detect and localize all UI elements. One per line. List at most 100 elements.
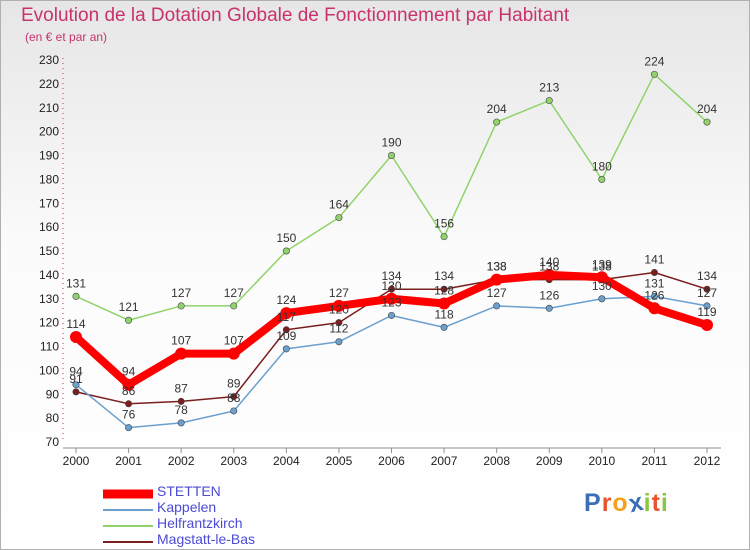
data-label-helfrantzkirch: 127 xyxy=(171,286,191,300)
data-point-kappelen xyxy=(230,407,238,415)
x-tick-label: 2010 xyxy=(588,454,615,468)
y-tick-label: 130 xyxy=(39,292,59,306)
data-label-kappelen: 123 xyxy=(381,295,401,309)
y-tick-label: 120 xyxy=(39,316,59,330)
data-point-magstatt-le-bas xyxy=(650,268,658,276)
data-point-kappelen xyxy=(335,338,343,346)
data-label-stetten: 114 xyxy=(66,317,85,331)
legend-swatch-stetten xyxy=(103,489,153,499)
data-label-magstatt-le-bas: 87 xyxy=(174,381,188,395)
data-label-magstatt-le-bas: 117 xyxy=(277,310,296,324)
data-point-stetten xyxy=(332,299,345,312)
data-label-stetten: 119 xyxy=(697,305,716,319)
data-point-magstatt-le-bas xyxy=(440,285,448,293)
y-tick-label: 180 xyxy=(39,172,59,186)
x-tick-label: 2006 xyxy=(378,454,405,468)
x-tick-label: 2009 xyxy=(536,454,563,468)
data-label-helfrantzkirch: 121 xyxy=(119,300,139,314)
data-label-magstatt-le-bas: 89 xyxy=(227,377,241,391)
data-label-magstatt-le-bas: 91 xyxy=(69,372,83,386)
proxiti-logo: Proxiti xyxy=(584,487,669,519)
data-label-helfrantzkirch: 204 xyxy=(487,102,507,116)
data-point-magstatt-le-bas xyxy=(335,319,343,327)
data-label-stetten: 107 xyxy=(224,334,244,348)
legend-swatch-kappelen xyxy=(103,509,153,511)
legend-label-stetten: STETTEN xyxy=(157,483,221,499)
y-tick-label: 70 xyxy=(46,435,60,449)
data-point-kappelen xyxy=(598,295,606,303)
data-label-kappelen: 127 xyxy=(697,286,717,300)
data-label-magstatt-le-bas: 134 xyxy=(381,269,401,283)
data-point-magstatt-le-bas xyxy=(125,400,133,408)
data-point-helfrantzkirch xyxy=(335,214,343,222)
y-tick-label: 170 xyxy=(39,196,59,210)
legend-item-helfrantzkirch: Helfrantzkirch xyxy=(101,515,361,534)
data-point-helfrantzkirch xyxy=(440,233,448,241)
data-point-kappelen xyxy=(72,381,80,389)
data-label-stetten: 128 xyxy=(434,284,454,298)
x-tick-label: 2004 xyxy=(273,454,300,468)
data-label-helfrantzkirch: 150 xyxy=(276,231,296,245)
data-label-helfrantzkirch: 224 xyxy=(644,54,664,68)
data-label-kappelen: 127 xyxy=(487,286,507,300)
data-label-kappelen: 112 xyxy=(329,322,348,336)
data-label-stetten: 140 xyxy=(539,255,559,269)
y-tick-label: 200 xyxy=(39,125,59,139)
data-point-magstatt-le-bas xyxy=(72,388,80,396)
chart-title: Evolution de la Dotation Globale de Fonc… xyxy=(21,5,570,26)
data-point-helfrantzkirch xyxy=(703,118,711,126)
data-point-helfrantzkirch xyxy=(230,302,238,310)
data-label-stetten: 126 xyxy=(644,288,664,302)
data-label-magstatt-le-bas: 134 xyxy=(434,269,454,283)
legend-label-helfrantzkirch: Helfrantzkirch xyxy=(157,515,243,531)
x-tick-label: 2003 xyxy=(220,454,247,468)
y-tick-label: 230 xyxy=(39,53,59,67)
data-label-helfrantzkirch: 190 xyxy=(381,136,401,150)
data-label-kappelen: 83 xyxy=(227,391,241,405)
data-label-kappelen: 118 xyxy=(435,307,454,321)
y-tick-label: 90 xyxy=(46,387,60,401)
legend-label-magstatt-le-bas: Magstatt-le-Bas xyxy=(157,531,256,547)
data-point-kappelen xyxy=(282,345,290,353)
data-point-helfrantzkirch xyxy=(493,118,501,126)
data-point-kappelen xyxy=(440,323,448,331)
data-label-kappelen: 131 xyxy=(644,276,664,290)
data-point-helfrantzkirch xyxy=(598,175,606,183)
data-label-kappelen: 78 xyxy=(174,403,188,417)
data-point-helfrantzkirch xyxy=(72,292,80,300)
data-label-stetten: 138 xyxy=(487,260,507,274)
chart-subtitle: (en € et par an) xyxy=(25,30,108,44)
x-tick-label: 2002 xyxy=(168,454,195,468)
x-tick-label: 2012 xyxy=(694,454,721,468)
data-point-magstatt-le-bas xyxy=(230,393,238,401)
legend-item-kappelen: Kappelen xyxy=(101,499,361,518)
data-point-helfrantzkirch xyxy=(177,302,185,310)
data-label-stetten: 130 xyxy=(381,279,401,293)
x-tick-label: 2001 xyxy=(115,454,142,468)
data-label-helfrantzkirch: 127 xyxy=(224,286,244,300)
data-label-magstatt-le-bas: 134 xyxy=(697,269,717,283)
data-label-magstatt-le-bas: 120 xyxy=(329,303,349,317)
data-point-kappelen xyxy=(387,311,395,319)
data-label-magstatt-le-bas: 141 xyxy=(644,252,664,266)
data-point-magstatt-le-bas xyxy=(703,285,711,293)
x-tick-label: 2008 xyxy=(483,454,510,468)
y-tick-label: 140 xyxy=(39,268,59,282)
data-point-stetten xyxy=(280,307,293,320)
data-point-stetten xyxy=(543,268,556,281)
data-point-stetten xyxy=(227,347,240,360)
data-label-kappelen: 76 xyxy=(122,408,136,422)
data-point-kappelen xyxy=(545,304,553,312)
data-label-helfrantzkirch: 131 xyxy=(66,276,86,290)
data-point-stetten xyxy=(595,271,608,284)
data-label-stetten: 107 xyxy=(171,334,191,348)
y-tick-label: 80 xyxy=(46,411,60,425)
legend-label-kappelen: Kappelen xyxy=(157,499,217,515)
y-tick-label: 110 xyxy=(40,340,59,354)
data-point-stetten xyxy=(648,302,661,315)
data-point-helfrantzkirch xyxy=(125,316,133,324)
y-tick-label: 160 xyxy=(39,220,59,234)
y-tick-label: 190 xyxy=(39,149,59,163)
